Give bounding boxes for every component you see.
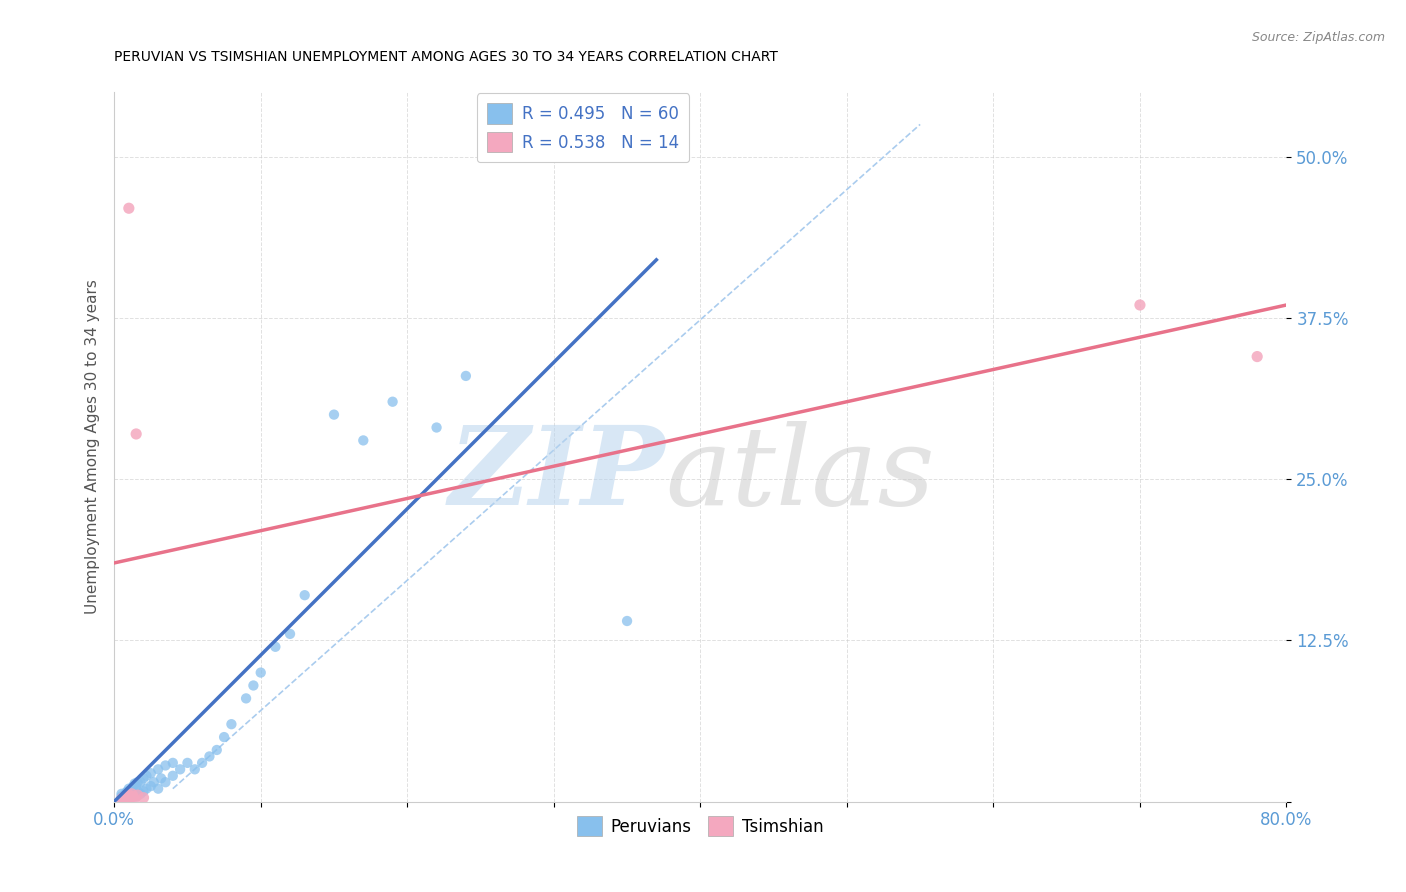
Point xyxy=(110,787,132,801)
Point xyxy=(1129,298,1152,312)
Point xyxy=(118,201,141,215)
Point xyxy=(426,420,449,434)
Point xyxy=(125,789,148,804)
Point xyxy=(135,769,157,783)
Legend: Peruvians, Tsimshian: Peruvians, Tsimshian xyxy=(571,809,830,843)
Point xyxy=(155,758,177,772)
Point xyxy=(118,792,141,806)
Point xyxy=(352,434,374,448)
Point xyxy=(110,792,132,806)
Point xyxy=(125,427,148,442)
Text: PERUVIAN VS TSIMSHIAN UNEMPLOYMENT AMONG AGES 30 TO 34 YEARS CORRELATION CHART: PERUVIAN VS TSIMSHIAN UNEMPLOYMENT AMONG… xyxy=(114,50,778,63)
Point xyxy=(117,790,139,805)
Point xyxy=(118,788,141,802)
Point xyxy=(114,792,136,806)
Point xyxy=(127,784,149,798)
Point xyxy=(264,640,287,654)
Point xyxy=(114,792,136,806)
Point xyxy=(142,775,165,789)
Point xyxy=(294,588,316,602)
Point xyxy=(162,769,184,783)
Point xyxy=(139,779,162,793)
Point xyxy=(129,775,152,789)
Point xyxy=(120,784,142,798)
Point xyxy=(162,756,184,770)
Point xyxy=(115,786,138,800)
Text: atlas: atlas xyxy=(665,422,935,529)
Point xyxy=(118,781,141,796)
Point xyxy=(278,627,301,641)
Point xyxy=(121,789,143,804)
Text: ZIP: ZIP xyxy=(449,422,665,529)
Y-axis label: Unemployment Among Ages 30 to 34 years: Unemployment Among Ages 30 to 34 years xyxy=(86,279,100,615)
Point xyxy=(124,787,146,801)
Point xyxy=(616,614,638,628)
Point xyxy=(212,730,235,744)
Point xyxy=(242,678,264,692)
Point xyxy=(184,762,207,776)
Point xyxy=(110,792,132,806)
Point xyxy=(381,394,404,409)
Point xyxy=(125,779,148,793)
Point xyxy=(129,787,152,801)
Point xyxy=(1246,350,1268,364)
Point xyxy=(139,766,162,780)
Point xyxy=(118,788,141,802)
Point xyxy=(121,787,143,801)
Point xyxy=(122,788,145,802)
Point xyxy=(191,756,214,770)
Point xyxy=(110,789,132,804)
Point xyxy=(121,781,143,796)
Point xyxy=(115,792,138,806)
Point xyxy=(127,788,149,802)
Point xyxy=(132,790,155,805)
Point xyxy=(155,775,177,789)
Text: Source: ZipAtlas.com: Source: ZipAtlas.com xyxy=(1251,31,1385,45)
Point xyxy=(146,762,169,776)
Point xyxy=(454,368,477,383)
Point xyxy=(122,789,145,804)
Point xyxy=(115,789,138,804)
Point xyxy=(135,781,157,796)
Point xyxy=(323,408,346,422)
Point xyxy=(117,784,139,798)
Point xyxy=(221,717,243,731)
Point xyxy=(249,665,271,680)
Point xyxy=(198,749,221,764)
Point xyxy=(132,784,155,798)
Point xyxy=(205,743,228,757)
Point xyxy=(124,792,146,806)
Point xyxy=(176,756,198,770)
Point xyxy=(111,790,134,805)
Point xyxy=(120,790,142,805)
Point xyxy=(117,790,139,805)
Point xyxy=(114,788,136,802)
Point xyxy=(146,781,169,796)
Point xyxy=(120,790,142,805)
Point xyxy=(150,772,173,786)
Point xyxy=(132,772,155,786)
Point xyxy=(124,776,146,790)
Point xyxy=(122,779,145,793)
Point xyxy=(127,775,149,789)
Point xyxy=(235,691,257,706)
Point xyxy=(169,762,191,776)
